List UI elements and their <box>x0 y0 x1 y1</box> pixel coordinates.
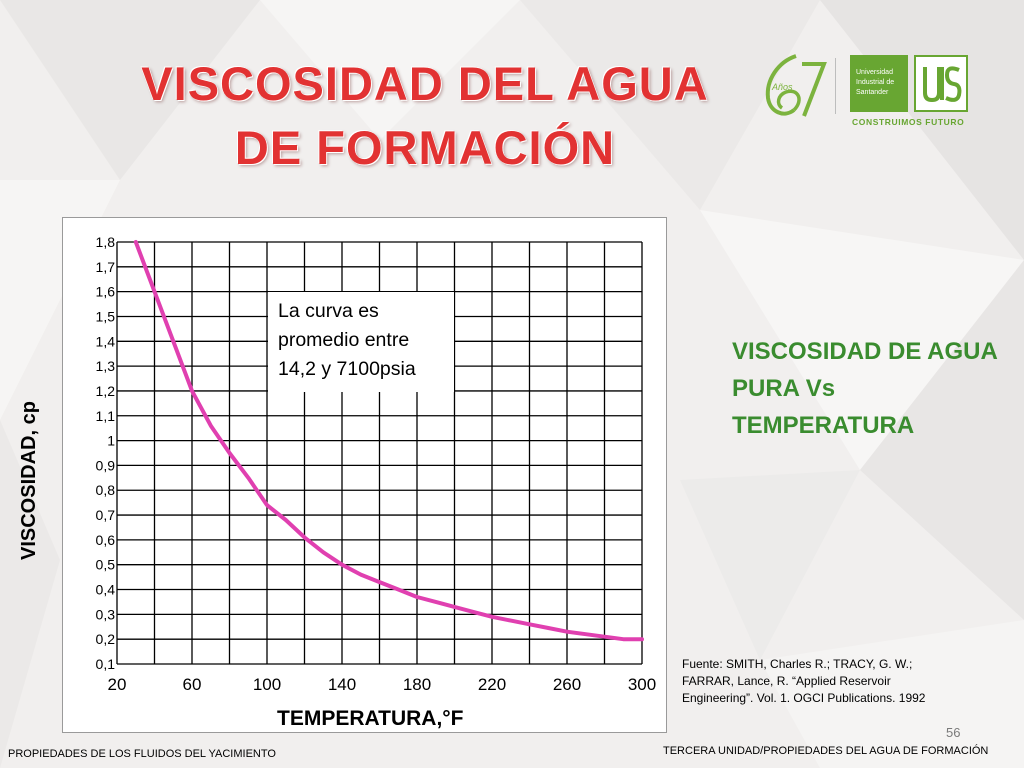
uis-emblem-icon <box>914 55 968 112</box>
y-tick-label: 0,3 <box>96 606 116 622</box>
page-number: 56 <box>946 725 961 740</box>
x-tick-label: 20 <box>108 675 127 694</box>
anniversary-word: Años <box>771 82 793 92</box>
y-tick-label: 1,7 <box>96 259 116 275</box>
source-citation: Fuente: SMITH, Charles R.; TRACY, G. W.;… <box>682 657 926 705</box>
y-tick-label: 0,8 <box>96 482 116 498</box>
footer-unit-title: TERCERA UNIDAD/PROPIEDADES DEL AGUA DE F… <box>663 745 989 757</box>
x-tick-label: 220 <box>478 675 506 694</box>
y-tick-label: 0,7 <box>96 507 116 523</box>
y-tick-label: 1,8 <box>96 234 116 250</box>
university-line1: Universidad <box>856 69 893 76</box>
university-name-badge: Universidad Industrial de Santander <box>850 55 908 112</box>
y-tick-label: 0,2 <box>96 631 116 647</box>
university-line2: Industrial de <box>856 79 895 86</box>
footer-course-title: PROPIEDADES DE LOS FLUIDOS DEL YACIMIENT… <box>8 748 276 760</box>
x-tick-label: 260 <box>553 675 581 694</box>
x-tick-label: 300 <box>628 675 656 694</box>
chart-subtitle: VISCOSIDAD DE AGUA PURA Vs TEMPERATURA <box>732 338 997 439</box>
slide-title: VISCOSIDAD DEL AGUA DE FORMACIÓN <box>110 52 740 180</box>
y-tick-label: 0,5 <box>96 557 116 573</box>
x-tick-label: 60 <box>183 675 202 694</box>
y-axis-label: VISCOSIDAD, cp <box>18 401 40 560</box>
y-tick-label: 1,3 <box>96 358 116 374</box>
y-tick-label: 0,4 <box>96 582 116 598</box>
x-tick-label: 100 <box>253 675 281 694</box>
slide-title-line1: VISCOSIDAD DEL AGUA <box>141 57 709 110</box>
slide-title-line2: DE FORMACIÓN <box>234 121 616 174</box>
pressure-range-note: La curva es promedio entre 14,2 y 7100ps… <box>268 292 454 392</box>
y-tick-label: 0,6 <box>96 532 116 548</box>
y-tick-label: 1,1 <box>96 408 116 424</box>
viscosity-curve <box>133 240 644 642</box>
y-tick-label: 1,4 <box>96 333 116 349</box>
anniversary-logo: Años <box>765 54 827 117</box>
x-tick-label: 180 <box>403 675 431 694</box>
y-tick-label: 0,9 <box>96 457 116 473</box>
brand-tagline: CONSTRUIMOS FUTURO <box>852 117 965 127</box>
y-tick-label: 1 <box>107 433 115 449</box>
y-tick-label: 1,2 <box>96 383 116 399</box>
y-tick-label: 0,1 <box>96 656 116 672</box>
x-axis-label: TEMPERATURA,°F <box>277 707 464 730</box>
x-tick-label: 140 <box>328 675 356 694</box>
logo-divider <box>835 58 836 114</box>
university-line3: Santander <box>856 89 889 96</box>
y-tick-label: 1,5 <box>96 308 116 324</box>
y-tick-label: 1,6 <box>96 284 116 300</box>
